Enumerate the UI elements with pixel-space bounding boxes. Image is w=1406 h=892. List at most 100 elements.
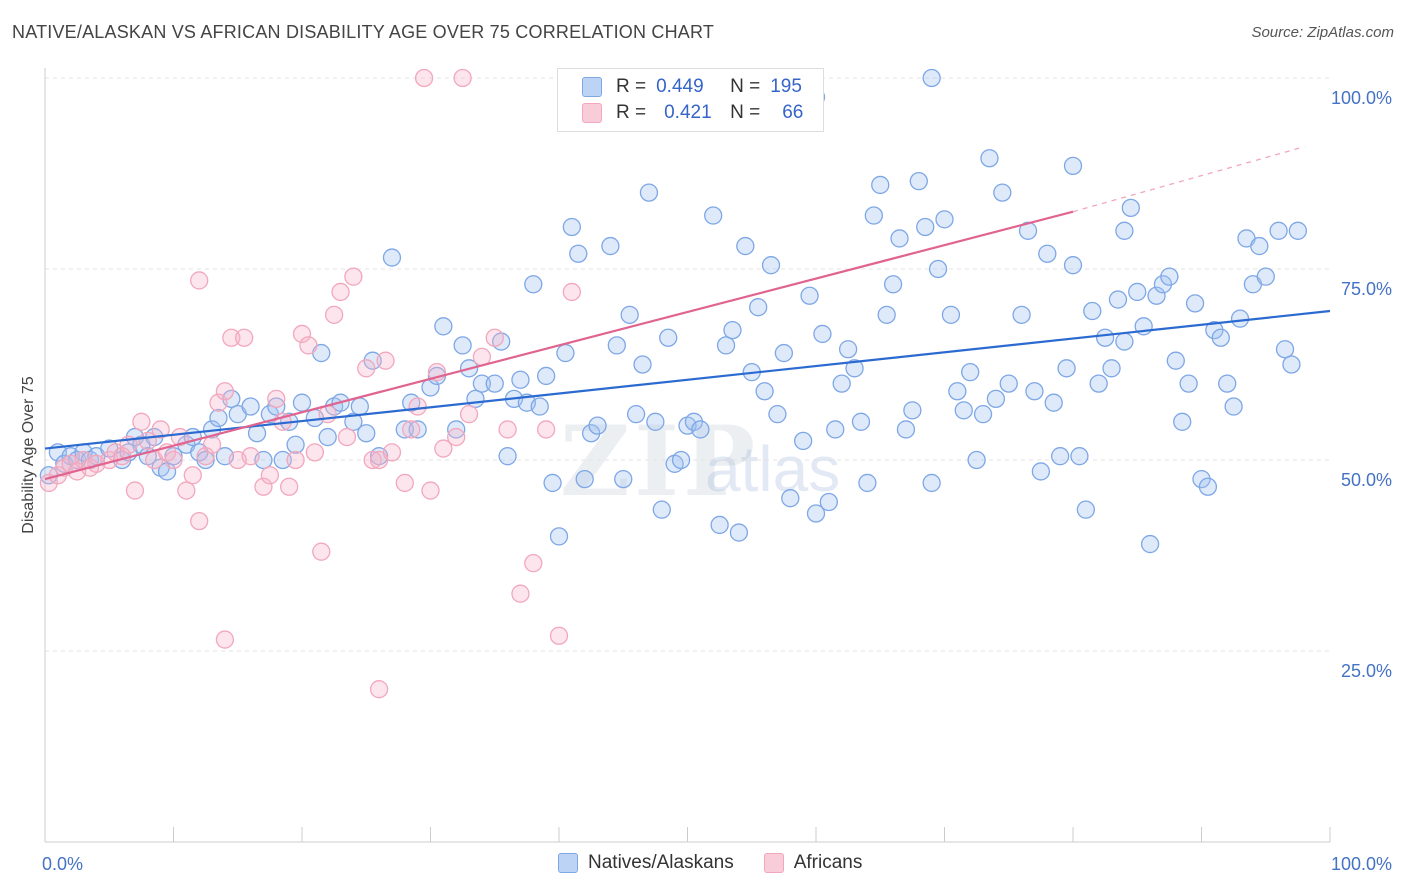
natives-point [633, 355, 652, 374]
natives-point [447, 420, 466, 439]
natives-point [344, 412, 363, 431]
natives-point [556, 343, 575, 363]
africans-point [125, 481, 145, 500]
natives-point [1063, 156, 1083, 176]
legend-n-value: 195 [770, 76, 802, 97]
natives-point [729, 523, 749, 542]
natives-point [607, 336, 626, 355]
natives-point [973, 405, 993, 424]
natives-point [922, 473, 941, 493]
natives-point [1173, 412, 1192, 431]
africans-point [376, 351, 395, 370]
natives-point [1160, 267, 1179, 286]
natives-point [691, 420, 710, 439]
natives-point [1115, 221, 1134, 240]
africans-point [190, 511, 209, 531]
legend-swatch-blue [558, 853, 578, 873]
natives-point [472, 374, 492, 393]
natives-point [832, 374, 851, 393]
natives-point [1083, 301, 1102, 321]
legend-n-label: N = [730, 76, 761, 97]
natives-point [774, 343, 794, 363]
natives-point [671, 450, 691, 470]
natives-point [1063, 256, 1083, 275]
natives-point [318, 427, 337, 447]
y-tick-label: 25.0% [1341, 661, 1392, 681]
africans-point [151, 420, 170, 439]
africans-point [447, 427, 466, 447]
africans-point [434, 439, 453, 458]
natives-point [1288, 221, 1308, 240]
natives-point [652, 500, 671, 519]
africans-point [202, 435, 222, 454]
africans-point [357, 359, 376, 378]
natives-point [1140, 534, 1160, 554]
natives-point [1089, 374, 1108, 393]
natives-point [761, 256, 781, 275]
africans-point [177, 481, 196, 500]
natives-point [941, 305, 961, 324]
series-africans-points [39, 68, 607, 699]
y-axis-label: Disability Age Over 75 [20, 376, 37, 534]
axes [44, 68, 1331, 843]
y-tick-label: 100.0% [1331, 88, 1392, 108]
natives-point [1275, 340, 1295, 359]
natives-point [498, 447, 517, 466]
natives-point [826, 420, 845, 439]
africans-point [337, 427, 357, 447]
natives-point [1224, 397, 1243, 416]
africans-point [260, 466, 280, 485]
natives-point [1250, 236, 1269, 256]
natives-point [530, 397, 549, 416]
natives-point [1031, 462, 1051, 481]
natives-point [1147, 286, 1166, 305]
legend-swatch-blue [582, 77, 602, 97]
africans-point [267, 389, 286, 409]
series-natives-points [39, 68, 1308, 554]
natives-point [1038, 244, 1057, 263]
natives-point [286, 435, 305, 454]
africans-point [312, 542, 331, 561]
africans-point [549, 626, 569, 645]
natives-point [916, 217, 935, 237]
natives-point [704, 206, 723, 225]
natives-point [537, 366, 556, 386]
natives-point [569, 244, 588, 263]
watermark-atlas: atlas [705, 433, 841, 505]
natives-point [357, 424, 376, 443]
natives-point [395, 420, 414, 439]
chart-title: NATIVE/ALASKAN VS AFRICAN DISABILITY AGE… [12, 22, 715, 42]
trend-lines [44, 146, 1331, 481]
natives-point [659, 328, 678, 347]
africans-point [286, 450, 305, 470]
legend-r-value: 0.449 [656, 76, 704, 97]
africans-trend-extension [1072, 146, 1305, 213]
africans-point [459, 405, 479, 424]
natives-point [1076, 500, 1095, 519]
africans-point [421, 481, 440, 500]
watermark-zip: ZIP [560, 405, 760, 518]
natives-point [524, 275, 543, 294]
natives-point [1070, 447, 1089, 466]
legend-item-africans: Africans [763, 852, 862, 874]
natives-point [890, 229, 909, 248]
natives-point [408, 420, 427, 439]
legend-n-label: N = [730, 102, 761, 123]
natives-point [794, 431, 813, 451]
natives-point [806, 504, 826, 523]
africans-point [183, 466, 202, 485]
africans-point [324, 305, 344, 324]
natives-point [575, 469, 594, 489]
africans-point [369, 680, 389, 699]
natives-point [1185, 294, 1205, 313]
africans-point [524, 553, 543, 573]
x-tick-label-max: 100.0% [1331, 854, 1392, 874]
africans-point [299, 336, 318, 355]
legend-n-value: 66 [782, 102, 804, 123]
natives-point [935, 210, 954, 229]
natives-point [838, 340, 858, 359]
legend-r-value: 0.421 [664, 102, 712, 123]
africans-point [209, 393, 228, 412]
y-tick-label: 75.0% [1341, 279, 1392, 299]
